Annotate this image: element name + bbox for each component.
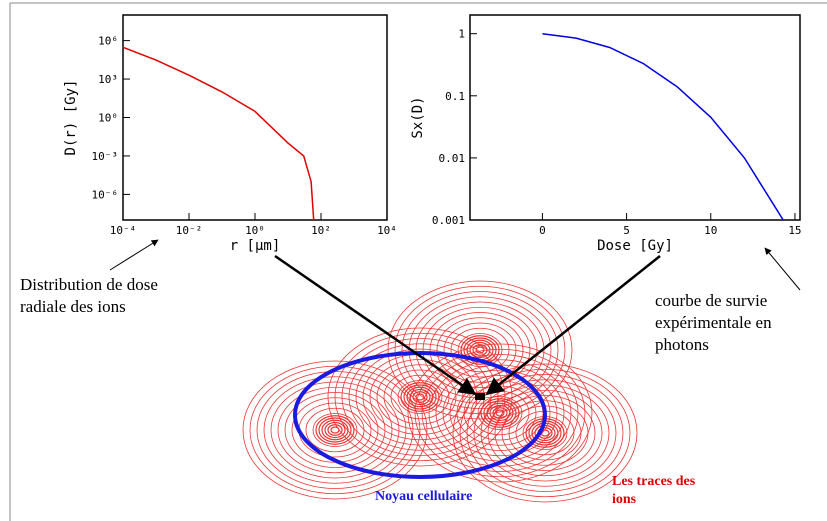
track-ring bbox=[473, 379, 617, 487]
y-tick-label: 10³ bbox=[98, 73, 118, 86]
track-ring bbox=[401, 291, 559, 409]
track-ring bbox=[406, 386, 434, 408]
y-axis-label: D(r) [Gy] bbox=[63, 80, 79, 156]
line bbox=[542, 32, 784, 221]
nucleus-label: Noyau cellulaire bbox=[375, 489, 472, 504]
track-ring bbox=[489, 404, 511, 422]
annotation: radiale des ions bbox=[20, 297, 126, 316]
x-axis-label: Dose [Gy] bbox=[597, 238, 673, 254]
annotation: expérimentale en bbox=[655, 313, 772, 332]
track-ring bbox=[480, 384, 610, 482]
x-tick-label: 5 bbox=[623, 224, 630, 237]
arrow bbox=[764, 247, 801, 291]
x-tick-label: 10⁻² bbox=[176, 224, 203, 237]
track-ring bbox=[318, 417, 352, 443]
track-ring bbox=[483, 400, 517, 426]
track-ring bbox=[400, 382, 440, 412]
track-ring bbox=[315, 415, 355, 445]
track-ring bbox=[270, 381, 400, 479]
track-ring bbox=[494, 395, 596, 471]
track-ring bbox=[449, 375, 551, 451]
nucleus bbox=[293, 351, 547, 479]
line bbox=[122, 46, 315, 221]
x-tick-label: 10⁴ bbox=[377, 224, 397, 237]
y-tick-label: 0.001 bbox=[432, 214, 465, 227]
track-ring bbox=[291, 397, 379, 463]
track-ring bbox=[397, 380, 443, 414]
arrow bbox=[274, 254, 477, 396]
track-ring bbox=[459, 368, 631, 498]
track-ring bbox=[487, 389, 603, 477]
track-ring bbox=[466, 374, 624, 492]
track-ring bbox=[429, 312, 531, 388]
track-ring bbox=[477, 396, 523, 430]
track-ring bbox=[249, 365, 421, 495]
track-ring bbox=[457, 333, 503, 367]
tracks-label: Les traces des bbox=[612, 474, 696, 489]
track-ring bbox=[277, 386, 393, 474]
x-tick-label: 10 bbox=[704, 224, 717, 237]
arrow bbox=[485, 255, 661, 396]
track-ring bbox=[387, 280, 573, 420]
y-tick-label: 1 bbox=[458, 28, 465, 41]
track-ring bbox=[407, 343, 593, 483]
track-ring bbox=[305, 407, 365, 453]
plot-frame bbox=[469, 14, 801, 221]
track-ring bbox=[341, 338, 499, 456]
track-ring bbox=[312, 413, 358, 447]
arrow bbox=[109, 239, 159, 271]
y-tick-label: 0.01 bbox=[439, 152, 466, 165]
track-ring bbox=[298, 402, 372, 458]
track-ring bbox=[321, 419, 349, 441]
track-ring bbox=[242, 360, 428, 500]
track-ring bbox=[403, 384, 437, 410]
track-ring bbox=[452, 363, 638, 503]
track-ring bbox=[492, 407, 508, 419]
x-tick-label: 0 bbox=[539, 224, 546, 237]
track-ring bbox=[501, 400, 589, 466]
track-ring bbox=[256, 371, 414, 489]
plot-frame bbox=[122, 14, 388, 221]
annotation: Distribution de dose bbox=[20, 275, 158, 294]
track-ring bbox=[348, 343, 492, 451]
track-ring bbox=[327, 424, 343, 436]
track-ring bbox=[436, 317, 524, 383]
track-ring bbox=[330, 426, 340, 434]
y-tick-label: 0.1 bbox=[445, 90, 465, 103]
x-tick-label: 10² bbox=[311, 224, 331, 237]
y-tick-label: 10⁰ bbox=[98, 112, 118, 125]
x-tick-label: 10⁻⁴ bbox=[110, 224, 137, 237]
tracks-label: ions bbox=[612, 492, 637, 507]
x-tick-label: 15 bbox=[788, 224, 801, 237]
track-ring bbox=[409, 388, 431, 406]
annotation: courbe de survie bbox=[655, 291, 767, 310]
y-tick-label: 10⁶ bbox=[98, 35, 118, 48]
track-ring bbox=[428, 359, 572, 467]
track-ring bbox=[414, 348, 586, 478]
annotation: photons bbox=[655, 335, 709, 354]
track-ring bbox=[324, 421, 346, 439]
target bbox=[475, 393, 485, 400]
y-axis-label: Sx(D) bbox=[410, 96, 426, 138]
track-ring bbox=[450, 327, 510, 373]
track-ring bbox=[263, 376, 407, 484]
x-tick-label: 10⁰ bbox=[245, 224, 265, 237]
track-ring bbox=[284, 392, 386, 468]
track-ring bbox=[327, 327, 513, 467]
x-axis-label: r [µm] bbox=[230, 238, 281, 254]
y-tick-label: 10⁻³ bbox=[92, 150, 119, 163]
y-tick-label: 10⁻⁶ bbox=[92, 188, 119, 201]
track-ring bbox=[421, 354, 579, 472]
